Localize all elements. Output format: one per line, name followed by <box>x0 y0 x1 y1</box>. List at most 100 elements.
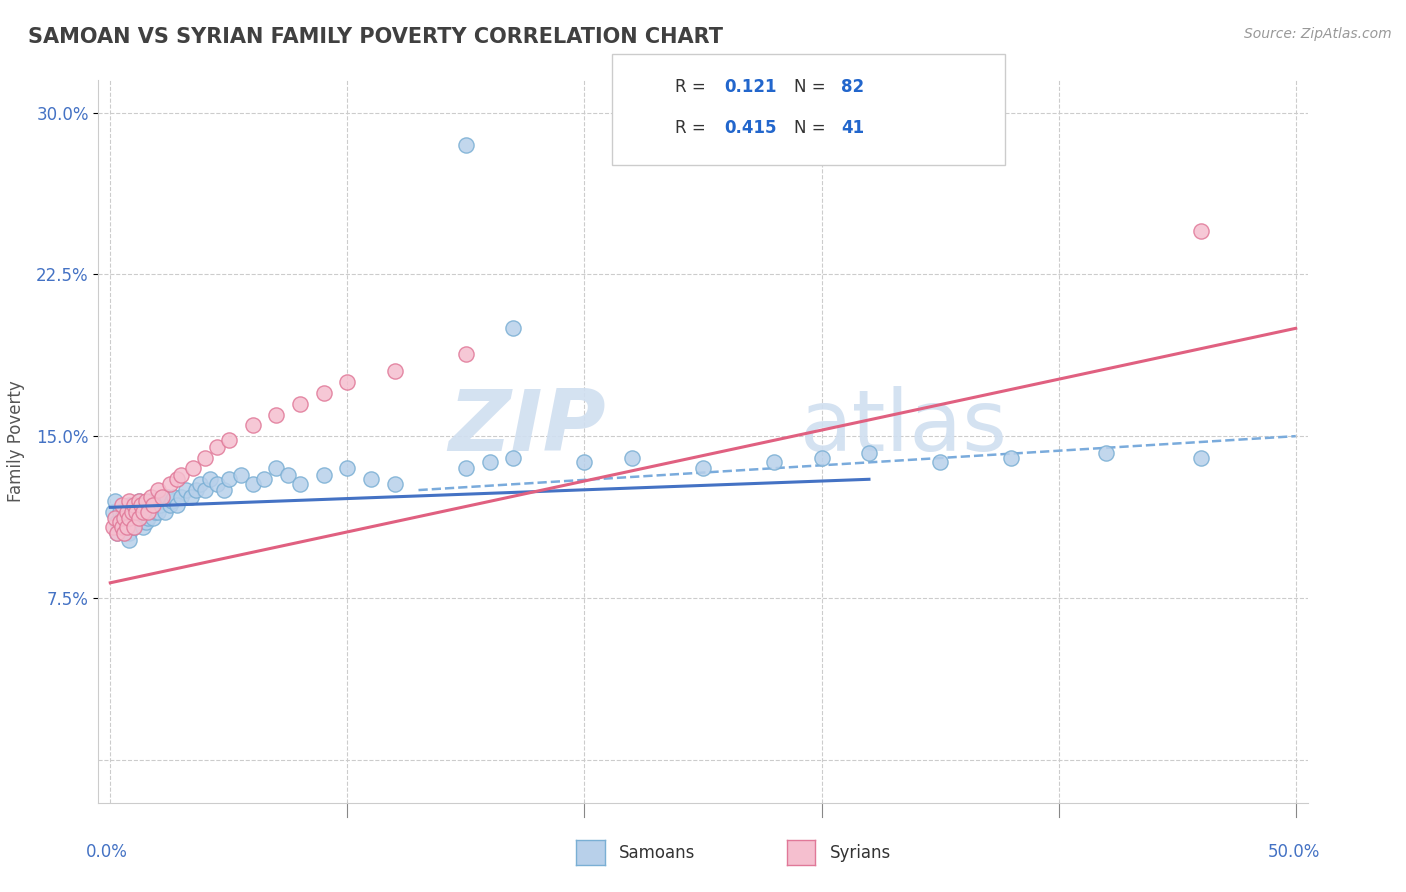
Point <box>114 526 136 541</box>
Point <box>180 490 202 504</box>
Point <box>454 461 477 475</box>
Point <box>135 493 157 508</box>
Text: 0.121: 0.121 <box>724 78 776 96</box>
Point <box>181 461 204 475</box>
Point <box>118 511 141 525</box>
Point <box>163 490 186 504</box>
Point <box>454 347 477 361</box>
Point <box>1189 450 1212 465</box>
Point <box>114 505 136 519</box>
Point <box>111 520 134 534</box>
Point <box>114 526 136 541</box>
Point <box>105 516 128 530</box>
Point <box>174 483 197 497</box>
Point <box>212 483 235 497</box>
Point <box>142 498 165 512</box>
Point <box>336 376 359 390</box>
Point <box>121 511 143 525</box>
Point <box>115 511 138 525</box>
Point <box>502 321 524 335</box>
Point <box>118 498 141 512</box>
Point <box>149 498 172 512</box>
Point <box>122 505 145 519</box>
Point <box>122 520 145 534</box>
Point <box>135 516 157 530</box>
Text: 82: 82 <box>841 78 863 96</box>
Point <box>384 476 406 491</box>
Point <box>139 493 162 508</box>
Point <box>111 511 134 525</box>
Point <box>184 483 207 497</box>
Point <box>1000 450 1022 465</box>
Point <box>136 511 159 525</box>
Point <box>122 498 145 512</box>
Point <box>146 505 169 519</box>
Point <box>125 511 148 525</box>
Point <box>136 505 159 519</box>
Point <box>125 505 148 519</box>
Y-axis label: Family Poverty: Family Poverty <box>7 381 25 502</box>
Point <box>218 434 240 448</box>
Point <box>136 498 159 512</box>
Point <box>105 526 128 541</box>
Point <box>312 386 335 401</box>
Point <box>194 483 217 497</box>
Point <box>810 450 832 465</box>
Point <box>159 476 181 491</box>
Point <box>160 493 183 508</box>
Point <box>115 516 138 530</box>
Point <box>104 493 127 508</box>
Point <box>111 498 134 512</box>
Point <box>478 455 501 469</box>
Point <box>288 397 311 411</box>
Point <box>242 418 264 433</box>
Point <box>142 511 165 525</box>
Point <box>146 483 169 497</box>
Point <box>118 526 141 541</box>
Text: Source: ZipAtlas.com: Source: ZipAtlas.com <box>1244 27 1392 41</box>
Text: ZIP: ZIP <box>449 385 606 468</box>
Text: Syrians: Syrians <box>830 844 891 862</box>
Point <box>118 493 141 508</box>
Point <box>277 467 299 482</box>
Point <box>1189 224 1212 238</box>
Point <box>104 511 127 525</box>
Text: SAMOAN VS SYRIAN FAMILY POVERTY CORRELATION CHART: SAMOAN VS SYRIAN FAMILY POVERTY CORRELAT… <box>28 27 723 46</box>
Point <box>170 467 193 482</box>
Text: N =: N = <box>794 78 831 96</box>
Point <box>692 461 714 475</box>
Point <box>135 505 157 519</box>
Point <box>858 446 880 460</box>
Point <box>115 520 138 534</box>
Point <box>763 455 786 469</box>
Point <box>132 520 155 534</box>
Point <box>229 467 252 482</box>
Text: R =: R = <box>675 119 711 136</box>
Point <box>620 450 643 465</box>
Point <box>218 472 240 486</box>
Text: Samoans: Samoans <box>619 844 695 862</box>
Point <box>205 440 228 454</box>
Point <box>105 526 128 541</box>
Point <box>288 476 311 491</box>
Point <box>129 498 152 512</box>
Point <box>128 493 150 508</box>
Point <box>122 520 145 534</box>
Point <box>101 505 124 519</box>
Text: atlas: atlas <box>800 385 1008 468</box>
Point <box>125 498 148 512</box>
Point <box>128 493 150 508</box>
Point <box>336 461 359 475</box>
Point <box>194 450 217 465</box>
Point <box>205 476 228 491</box>
Point <box>108 505 131 519</box>
Point <box>384 364 406 378</box>
Point <box>142 498 165 512</box>
Point <box>121 505 143 519</box>
Point <box>129 505 152 519</box>
Point <box>253 472 276 486</box>
Text: 41: 41 <box>841 119 863 136</box>
Point <box>122 516 145 530</box>
Point <box>156 490 179 504</box>
Point <box>128 511 150 525</box>
